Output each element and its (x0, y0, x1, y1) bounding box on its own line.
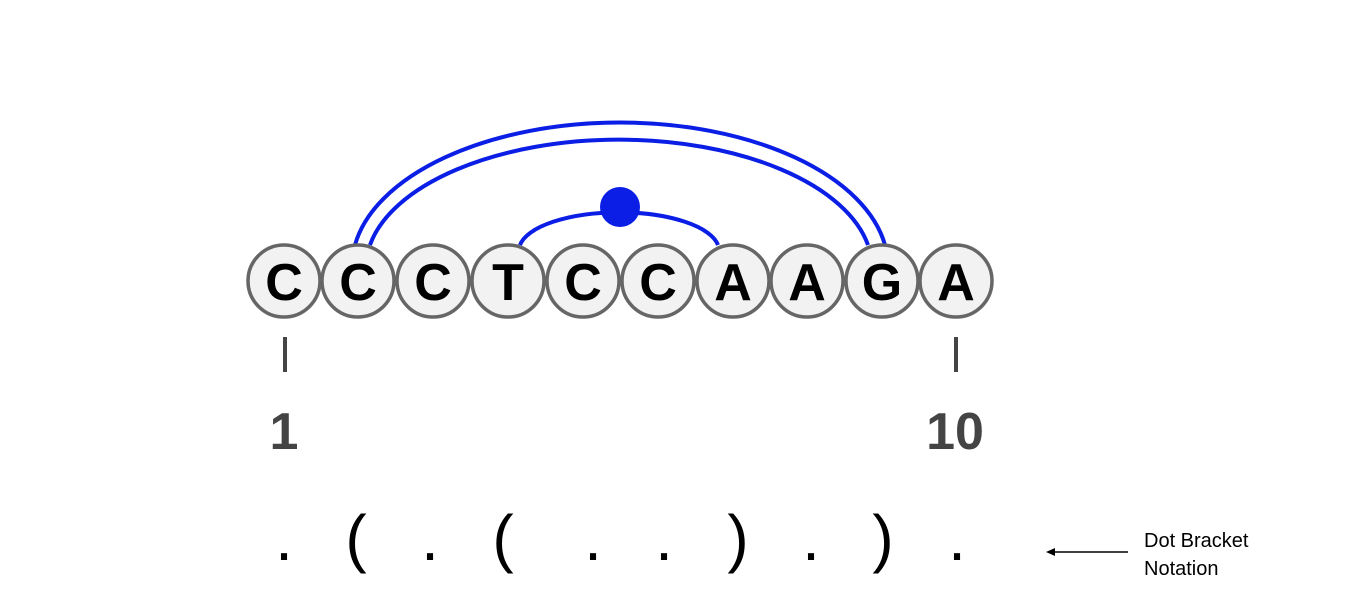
dot-bracket-char: ) (727, 502, 748, 574)
dot-bracket-char: ( (345, 502, 366, 574)
dot-bracket-char: . (584, 502, 602, 574)
dot-bracket-char: . (421, 502, 439, 574)
nucleotide-letter: T (492, 254, 524, 312)
dot-bracket-char: ) (872, 502, 893, 574)
nucleotide-letter: C (265, 254, 303, 312)
nucleotide-5: C (545, 243, 621, 319)
noncanonical-pair-dot (600, 187, 640, 227)
nucleotide-10: A (918, 243, 994, 319)
dot-bracket-char: . (275, 502, 293, 574)
nucleotide-letter: C (414, 254, 452, 312)
nucleotide-letter: C (639, 254, 677, 312)
nucleotide-9: G (844, 243, 920, 319)
dot-bracket-char: ( (492, 502, 513, 574)
dot-bracket-char: . (655, 502, 673, 574)
dot-bracket-char: . (802, 502, 820, 574)
nucleotide-letter: G (862, 254, 902, 312)
position-label-start: 1 (270, 403, 299, 461)
nucleotide-8: A (769, 243, 845, 319)
annotation-line-2: Notation (1144, 558, 1219, 580)
dot-bracket-string: . ( . ( . . ) . ) . (275, 502, 966, 574)
annotation-line-1: Dot Bracket (1144, 530, 1249, 552)
nucleotide-6: C (620, 243, 696, 319)
pair-arc-outer-2-9 (353, 120, 887, 246)
dot-bracket-char: . (948, 502, 966, 574)
nucleotide-7: A (695, 243, 771, 319)
nucleotide-letter: A (788, 254, 826, 312)
nucleotide-letter: A (714, 254, 752, 312)
nucleotide-letter: C (564, 254, 602, 312)
nucleotide-1: C (246, 243, 322, 319)
nucleotide-2: C (320, 243, 396, 319)
pair-arc-inner-2-9 (368, 137, 870, 246)
nucleotide-4: T (470, 243, 546, 319)
annotation-arrow-icon (1046, 548, 1128, 556)
dot-bracket-annotation: Dot Bracket Notation (1144, 527, 1248, 583)
nucleotide-3: C (395, 243, 471, 319)
position-label-end: 10 (926, 403, 984, 461)
nucleotide-letter: C (339, 254, 377, 312)
nucleotide-letter: A (937, 254, 975, 312)
